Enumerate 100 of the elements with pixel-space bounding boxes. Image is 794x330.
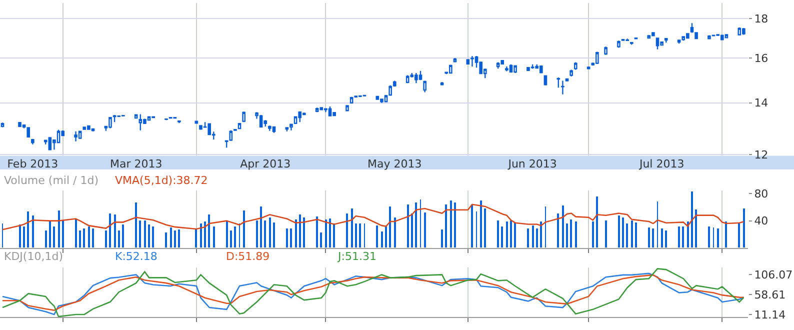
candlestick	[682, 36, 686, 42]
candlestick	[708, 34, 711, 40]
candlestick	[544, 74, 548, 86]
bar	[695, 210, 697, 248]
bar	[264, 220, 266, 248]
x-tick-label: Jul 2013	[638, 158, 684, 171]
bar	[665, 230, 667, 248]
candlestick	[199, 124, 202, 130]
candlestick	[496, 62, 500, 70]
bar	[303, 218, 305, 248]
candlestick	[290, 123, 293, 131]
bar	[648, 228, 650, 248]
candlestick	[470, 55, 474, 68]
bar	[139, 220, 141, 248]
bar	[213, 226, 215, 248]
bar	[170, 228, 172, 248]
bar	[445, 204, 447, 248]
bar	[562, 206, 564, 248]
candlestick	[526, 66, 530, 72]
bar	[510, 220, 512, 248]
bar	[480, 200, 482, 248]
candlestick	[78, 130, 82, 140]
text: VMA(5,1d):38.72	[115, 174, 208, 187]
bar	[27, 212, 29, 248]
candlestick	[242, 111, 246, 123]
bar	[204, 222, 206, 248]
x-tick-label: Mar 2013	[110, 158, 162, 171]
bar	[346, 214, 348, 248]
candlestick	[418, 70, 422, 81]
candlestick	[656, 37, 660, 50]
candlestick	[294, 116, 298, 124]
bar	[286, 228, 288, 248]
y-tick-label: 18	[754, 12, 768, 26]
candlestick	[664, 38, 668, 44]
bar	[79, 230, 81, 248]
bar	[725, 222, 727, 248]
candlestick	[362, 94, 366, 97]
bar	[49, 220, 51, 248]
bar	[605, 220, 607, 248]
x-tick-label: Apr 2013	[240, 158, 291, 171]
chart-title: KDJ(10,1d)	[4, 250, 63, 263]
bar	[441, 230, 443, 248]
candlestick	[112, 114, 116, 123]
bar	[269, 218, 271, 248]
bar	[678, 226, 680, 248]
bar	[631, 220, 633, 248]
candlestick	[328, 106, 332, 117]
bar	[540, 222, 542, 248]
bar	[299, 214, 301, 248]
candlestick	[82, 126, 86, 130]
bar	[316, 216, 318, 248]
y-tick-label: 80	[754, 187, 768, 200]
bar	[325, 220, 327, 248]
bar	[351, 208, 353, 248]
bar	[385, 226, 387, 248]
bar	[454, 202, 456, 248]
bar	[208, 214, 210, 248]
y-tick-label: 12	[754, 148, 768, 162]
bar	[618, 216, 620, 248]
candlestick	[586, 66, 590, 70]
bar	[243, 210, 245, 248]
bar	[226, 220, 228, 248]
bar	[114, 214, 116, 248]
bar	[135, 202, 137, 248]
candlestick	[268, 125, 272, 132]
bar	[682, 226, 684, 248]
candlestick	[604, 46, 608, 56]
bar	[407, 204, 409, 248]
bar	[566, 224, 568, 248]
candlestick	[346, 104, 349, 112]
bar	[45, 230, 47, 248]
bar	[260, 206, 262, 248]
bar	[626, 224, 628, 248]
y-tick-label: 58.61	[754, 288, 786, 302]
bar	[53, 226, 55, 248]
bar	[333, 224, 335, 248]
series-label: J:51.31	[337, 250, 376, 263]
bar	[58, 210, 60, 248]
bar	[501, 226, 503, 248]
candlestick	[530, 64, 534, 70]
bar	[256, 220, 258, 248]
x-tick-label: Jun 2013	[507, 158, 557, 171]
candlestick	[505, 66, 508, 72]
candlestick	[423, 80, 426, 93]
candlestick	[630, 41, 634, 46]
x-tick-label: May 2013	[368, 158, 422, 171]
candlestick	[208, 122, 212, 136]
candlestick	[556, 76, 560, 88]
chart-title: Volume (mil / 1d)	[4, 174, 98, 187]
bar	[165, 232, 167, 248]
bar	[389, 206, 391, 248]
candlestick	[320, 106, 324, 111]
bar	[570, 220, 572, 248]
bar	[497, 220, 499, 248]
bar	[506, 222, 508, 248]
bar	[83, 228, 85, 248]
bar	[411, 214, 413, 248]
y-tick-label: 11.14	[754, 308, 786, 322]
bar	[557, 214, 559, 248]
bar	[532, 226, 534, 248]
